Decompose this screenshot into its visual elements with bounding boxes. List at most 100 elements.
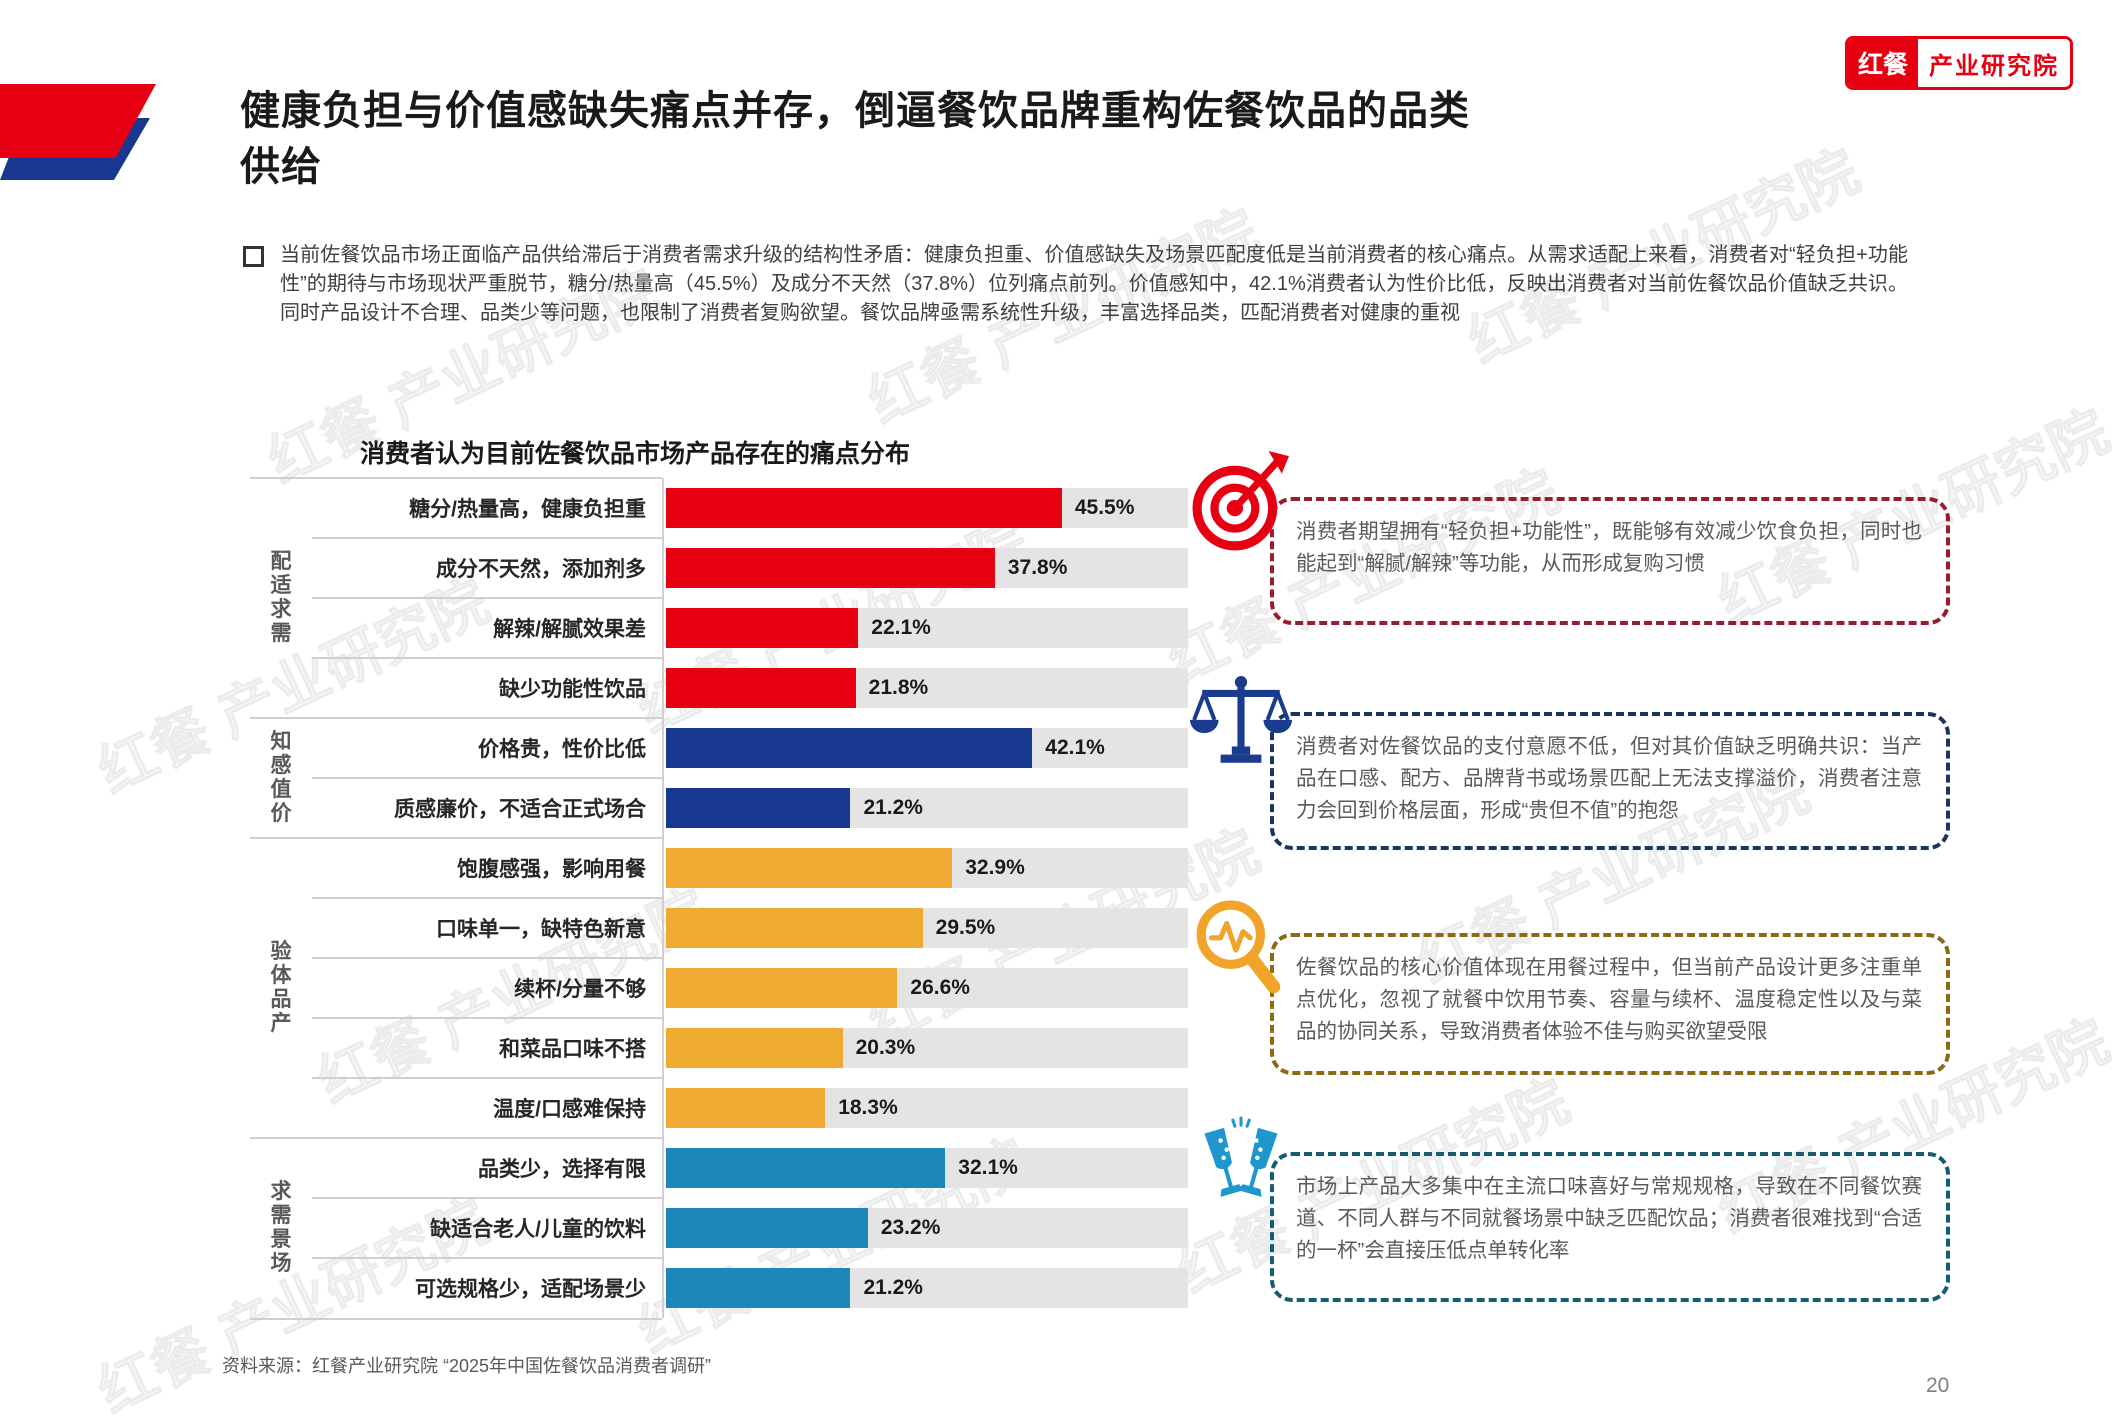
chart-category-group: 知感值价 价格贵，性价比低 42.1% 质感廉价，不适合正式场合 21.2%	[250, 717, 1188, 838]
bar	[666, 908, 923, 948]
bar-value: 18.3%	[838, 1096, 898, 1119]
intro-text: 当前佐餐饮品市场正面临产品供给滞后于消费者需求升级的结构性矛盾：健康负担重、价值…	[280, 244, 1908, 324]
chart-row: 解辣/解腻效果差 22.1%	[312, 597, 1188, 658]
bar-label: 温度/口感难保持	[493, 1098, 646, 1121]
chart-row: 缺少功能性饮品 21.8%	[312, 657, 1188, 718]
bar-track: 42.1%	[666, 728, 1188, 768]
bar-label: 价格贵，性价比低	[478, 738, 646, 761]
bar-value: 32.1%	[958, 1156, 1018, 1179]
bar	[666, 968, 898, 1008]
category-label: 知感值价	[270, 730, 292, 825]
dart-target-icon	[1192, 451, 1289, 551]
callout-text: 消费者期望拥有“轻负担+功能性”，既能够有效减少饮食负担，同时也能起到“解腻/解…	[1296, 520, 1922, 575]
chart-axis-divider	[662, 478, 664, 1318]
category-cell: 知感值价	[250, 718, 312, 838]
chart-row: 口味单一，缺特色新意 29.5%	[312, 897, 1188, 958]
bar	[666, 1208, 868, 1248]
bar-track: 23.2%	[666, 1208, 1188, 1248]
category-cell: 求需景场	[250, 1138, 312, 1318]
bar-track: 22.1%	[666, 608, 1188, 648]
square-bullet-icon	[243, 246, 264, 267]
bar-value: 45.5%	[1074, 496, 1135, 519]
bar	[666, 1268, 851, 1308]
bar-value: 20.3%	[855, 1036, 916, 1059]
callout-demand-fit: 消费者期望拥有“轻负担+功能性”，既能够有效减少饮食负担，同时也能起到“解腻/解…	[1190, 450, 1955, 625]
bar	[666, 668, 856, 708]
bar-value: 32.9%	[965, 856, 1025, 879]
bar-label: 品类少，选择有限	[478, 1158, 646, 1181]
brand-logo: 红餐 产业研究院	[1845, 36, 2074, 90]
bar	[666, 848, 953, 888]
intro-paragraph: 当前佐餐饮品市场正面临产品供给滞后于消费者需求升级的结构性矛盾：健康负担重、价值…	[243, 241, 1908, 328]
chart-row: 品类少，选择有限 32.1%	[312, 1138, 1188, 1198]
data-source-note: 资料来源：红餐产业研究院 “2025年中国佐餐饮品消费者调研”	[222, 1356, 712, 1376]
bar-value: 21.2%	[863, 796, 923, 819]
category-rows: 糖分/热量高，健康负担重 45.5% 成分不天然，添加剂多 37.8% 解辣/解…	[312, 478, 1188, 718]
chart-category-group: 求需景场 品类少，选择有限 32.1% 缺适合老人/儿童的饮料 23.2% 可选…	[250, 1137, 1188, 1318]
chart-row: 质感廉价，不适合正式场合 21.2%	[312, 777, 1188, 838]
bar-value: 42.1%	[1045, 736, 1105, 759]
bar-value: 21.2%	[863, 1276, 923, 1299]
callout-text: 消费者对佐餐饮品的支付意愿不低，但对其价值缺乏明确共识：当产品在口感、配方、品牌…	[1296, 735, 1922, 822]
bar-label: 糖分/热量高，健康负担重	[409, 498, 646, 521]
bar-label: 可选规格少，适配场景少	[415, 1278, 646, 1301]
chart-category-group: 验体品产 饱腹感强，影响用餐 32.9% 口味单一，缺特色新意 29.5% 续杯…	[250, 837, 1188, 1138]
bar-value: 26.6%	[910, 976, 970, 999]
chart-row: 饱腹感强，影响用餐 32.9%	[312, 838, 1188, 898]
bar	[666, 1148, 946, 1188]
bar-track: 21.8%	[666, 668, 1188, 708]
callout-product-experience: 佐餐饮品的核心价值体现在用餐过程中，但当前产品设计更多注重单点优化，忽视了就餐中…	[1190, 898, 1955, 1075]
bar-track: 20.3%	[666, 1028, 1188, 1068]
bar-track: 32.9%	[666, 848, 1188, 888]
bar-track: 37.8%	[666, 548, 1188, 588]
bar-label: 和菜品口味不搭	[499, 1038, 646, 1061]
bar	[666, 608, 859, 648]
callout-text: 市场上产品大多集中在主流口味喜好与常规规格，导致在不同餐饮赛道、不同人群与不同就…	[1296, 1175, 1922, 1262]
bar-label: 缺少功能性饮品	[499, 678, 646, 701]
chart-row: 糖分/热量高，健康负担重 45.5%	[312, 478, 1188, 538]
bar-label: 缺适合老人/儿童的饮料	[430, 1218, 646, 1241]
magnifier-pulse-icon	[1196, 900, 1281, 994]
bar-track: 26.6%	[666, 968, 1188, 1008]
chart-row: 成分不天然，添加剂多 37.8%	[312, 537, 1188, 598]
bar-label: 成分不天然，添加剂多	[436, 558, 646, 581]
category-rows: 饱腹感强，影响用餐 32.9% 口味单一，缺特色新意 29.5% 续杯/分量不够…	[312, 838, 1188, 1138]
bar-value: 21.8%	[868, 676, 929, 699]
callout-box: 市场上产品大多集中在主流口味喜好与常规规格，导致在不同餐饮赛道、不同人群与不同就…	[1270, 1152, 1950, 1302]
page-title: 健康负担与价值感缺失痛点并存，倒逼餐饮品牌重构佐餐饮品的品类供给	[240, 88, 1470, 189]
bar-track: 18.3%	[666, 1088, 1188, 1128]
bar	[666, 1028, 843, 1068]
bar-value: 22.1%	[871, 616, 931, 639]
bar	[666, 488, 1062, 528]
bar-track: 32.1%	[666, 1148, 1188, 1188]
bar-track: 29.5%	[666, 908, 1188, 948]
balance-scale-icon	[1190, 676, 1292, 763]
bar-label: 口味单一，缺特色新意	[436, 918, 646, 941]
bar	[666, 548, 995, 588]
callout-box: 佐餐饮品的核心价值体现在用餐过程中，但当前产品设计更多注重单点优化，忽视了就餐中…	[1270, 933, 1950, 1075]
category-cell: 配适求需	[250, 478, 312, 718]
logo-division: 产业研究院	[1918, 39, 2071, 87]
category-cell: 验体品产	[250, 838, 312, 1138]
chart-row: 可选规格少，适配场景少 21.2%	[312, 1257, 1188, 1318]
category-rows: 价格贵，性价比低 42.1% 质感廉价，不适合正式场合 21.2%	[312, 718, 1188, 838]
logo-brand: 红餐	[1848, 39, 1919, 87]
bar-value: 23.2%	[880, 1216, 941, 1239]
bar-track: 21.2%	[666, 788, 1188, 828]
bar-value: 37.8%	[1007, 556, 1068, 579]
bar-label: 续杯/分量不够	[514, 978, 646, 1001]
pain-point-bar-chart: 配适求需 糖分/热量高，健康负担重 45.5% 成分不天然，添加剂多 37.8%…	[250, 477, 1188, 1320]
bar	[666, 728, 1033, 768]
bar-label: 质感廉价，不适合正式场合	[394, 798, 646, 821]
page-number: 20	[1926, 1374, 1950, 1397]
bar-label: 解辣/解腻效果差	[493, 618, 646, 641]
callout-box: 消费者对佐餐饮品的支付意愿不低，但对其价值缺乏明确共识：当产品在口感、配方、品牌…	[1270, 712, 1950, 850]
bar	[666, 788, 851, 828]
callout-box: 消费者期望拥有“轻负担+功能性”，既能够有效减少饮食负担，同时也能起到“解腻/解…	[1270, 497, 1950, 625]
chart-groups: 配适求需 糖分/热量高，健康负担重 45.5% 成分不天然，添加剂多 37.8%…	[250, 477, 1188, 1320]
category-label: 配适求需	[270, 550, 292, 645]
chart-row: 续杯/分量不够 26.6%	[312, 957, 1188, 1018]
chart-title: 消费者认为目前佐餐饮品市场产品存在的痛点分布	[359, 440, 910, 468]
bar-value: 29.5%	[935, 916, 996, 939]
